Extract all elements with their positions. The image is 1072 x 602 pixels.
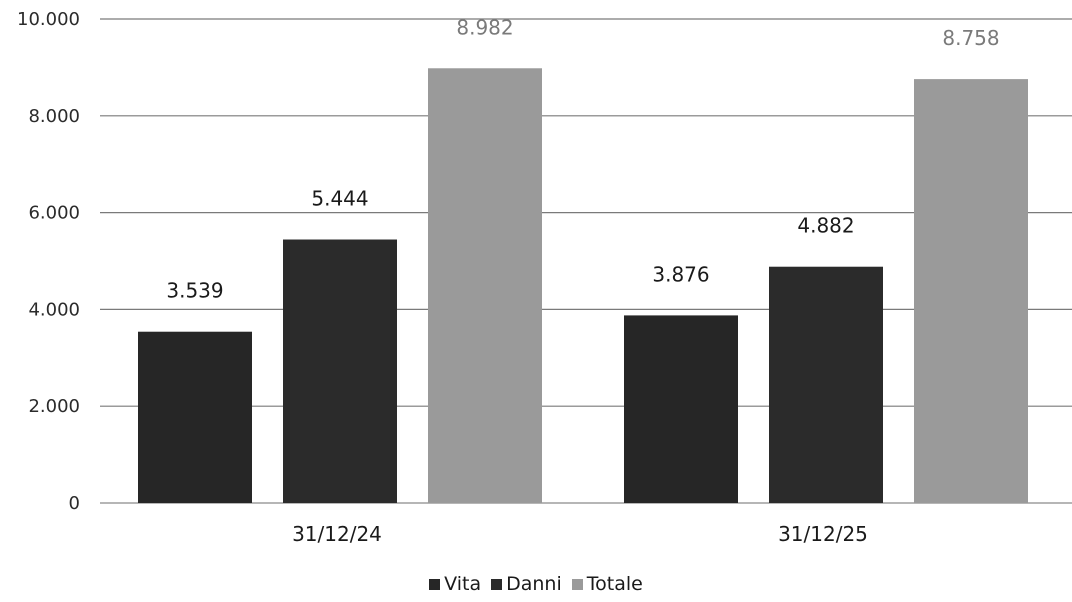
legend-swatch-vita: [429, 578, 441, 590]
legend: Vita Danni Totale: [0, 573, 1072, 595]
legend-swatch-totale: [571, 578, 583, 590]
legend-item-danni: Danni: [491, 573, 562, 595]
legend-label-vita: Vita: [444, 573, 482, 595]
legend-label-danni: Danni: [506, 573, 562, 595]
bar-danni-1: [769, 266, 883, 503]
bar-vita-0: [138, 331, 252, 503]
y-tick-label: 4.000: [28, 299, 80, 320]
category-label: 31/12/25: [778, 522, 868, 546]
y-tick-label: 6.000: [28, 203, 80, 224]
bar-totale-1: [914, 79, 1028, 504]
data-label: 4.882: [797, 214, 854, 238]
bar-vita-1: [624, 315, 738, 503]
data-label: 8.982: [456, 15, 513, 39]
data-label: 5.444: [311, 187, 368, 211]
legend-swatch-danni: [491, 578, 503, 590]
data-label: 8.758: [942, 26, 999, 50]
y-tick-label: 0: [69, 493, 80, 514]
category-label: 31/12/24: [292, 522, 382, 546]
legend-item-vita: Vita: [429, 573, 481, 595]
legend-item-totale: Totale: [571, 573, 643, 595]
data-label: 3.876: [652, 262, 709, 286]
y-tick-label: 2.000: [28, 396, 80, 417]
data-label: 3.539: [166, 279, 223, 303]
bar-danni-0: [283, 239, 397, 503]
y-tick-label: 8.000: [28, 106, 80, 127]
bar-totale-0: [428, 68, 542, 503]
y-tick-label: 10.000: [17, 9, 80, 30]
legend-label-totale: Totale: [586, 573, 643, 595]
